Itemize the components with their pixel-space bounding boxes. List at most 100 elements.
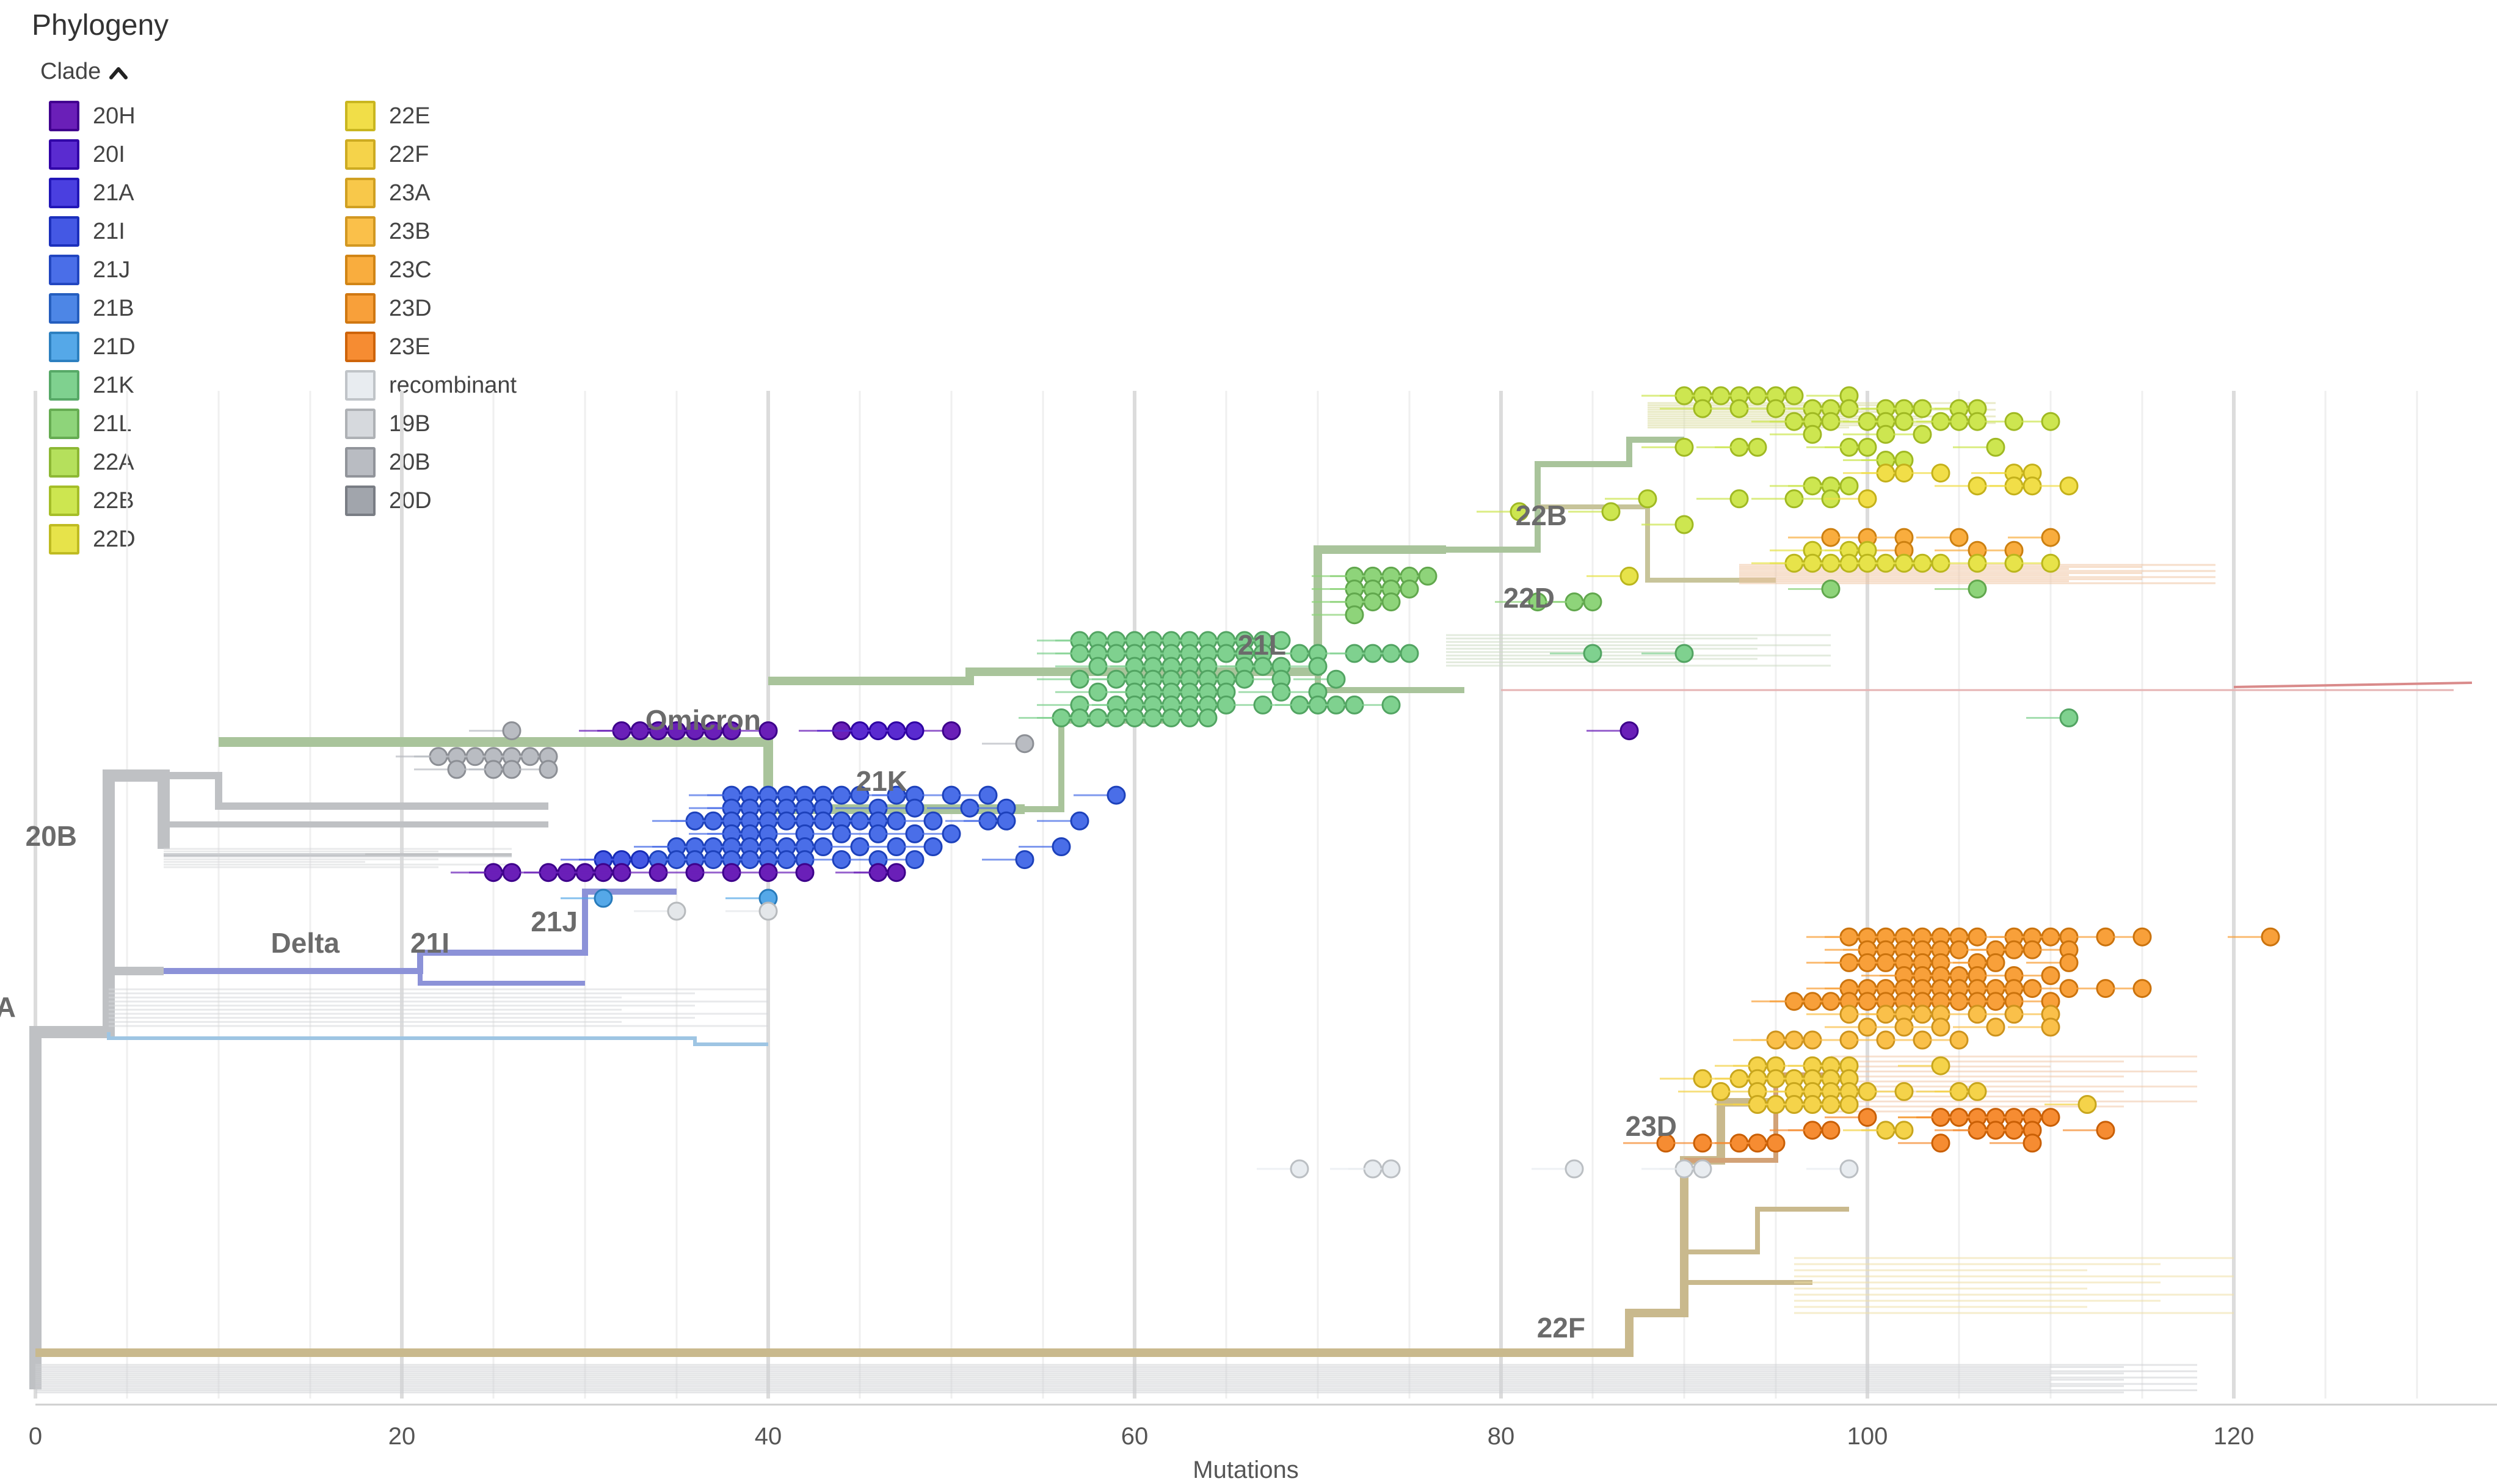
legend-swatch	[345, 216, 376, 247]
legend-label: 20H	[93, 103, 136, 129]
tip-23d	[2261, 927, 2280, 947]
legend-item-23b[interactable]: 23B	[345, 216, 431, 247]
legend-item-23d[interactable]: 23D	[345, 293, 432, 324]
legend-swatch	[49, 524, 79, 555]
legend-item-20b[interactable]: 20B	[345, 447, 431, 478]
tip-22b	[1674, 515, 1694, 534]
tip-21j	[942, 824, 961, 843]
omicron-branch	[219, 737, 1025, 814]
legend-item-20d[interactable]: 20D	[345, 486, 432, 516]
tips-20i	[817, 721, 925, 741]
tip-23e	[1931, 1133, 1950, 1153]
tip-22b	[1510, 502, 1529, 522]
legend-item-21a[interactable]: 21A	[49, 178, 134, 208]
tip-22b	[1674, 437, 1694, 457]
legend-item-22a[interactable]: 22A	[49, 447, 134, 478]
x-tick-label: 80	[1488, 1423, 1515, 1450]
legend-item-23e[interactable]: 23E	[345, 332, 431, 362]
legend-label: 23B	[389, 218, 431, 244]
branch-label-omicron: Omicron	[645, 704, 761, 736]
tip-23c	[1949, 528, 1969, 547]
legend-swatch	[49, 293, 79, 324]
tree-branch	[768, 545, 1446, 685]
legend-item-21k[interactable]: 21K	[49, 370, 134, 401]
branch-label-21k: 21K	[856, 765, 907, 797]
legend-toggle[interactable]: Clade	[40, 59, 129, 85]
tip-23e	[2023, 1133, 2042, 1153]
legend-item-21l[interactable]: 21L	[49, 409, 131, 439]
legend-item-20i[interactable]: 20I	[49, 139, 125, 170]
tip-22b	[1601, 502, 1621, 522]
tip-22f	[1894, 1082, 1914, 1101]
page-title: Phylogeny	[32, 9, 169, 42]
legend-item-22d[interactable]: 22D	[49, 524, 136, 555]
legend-item-21j[interactable]: 21J	[49, 255, 130, 285]
legend-label: 21B	[93, 295, 134, 321]
branch-label-delta: Delta	[271, 927, 340, 959]
tree-branch	[1684, 1207, 1849, 1254]
tip-21j	[997, 811, 1016, 831]
tip-23c	[2041, 528, 2060, 547]
tip-20h	[1619, 721, 1639, 741]
x-tick-label: 20	[388, 1423, 416, 1450]
tip-23e	[1821, 1121, 1841, 1140]
tip-20b	[502, 721, 522, 741]
legend-item-23a[interactable]: 23A	[345, 178, 431, 208]
tip-22b	[1986, 437, 2005, 457]
tips-19b	[634, 901, 778, 921]
tip-22f	[1894, 1121, 1914, 1140]
tip-21j	[905, 798, 925, 818]
tree-branch	[1446, 437, 1684, 553]
tip-recombinant	[1290, 1159, 1309, 1179]
branch-label-20b: 20B	[26, 820, 77, 852]
legend-item-22f[interactable]: 22F	[345, 139, 429, 170]
branch-label-22b: 22B	[1516, 500, 1567, 531]
legend-item-23c[interactable]: 23C	[345, 255, 432, 285]
legend-label: 19B	[389, 410, 431, 437]
tip-21k	[1381, 695, 1401, 715]
tip-20b	[539, 760, 558, 779]
tips-22f	[1660, 1056, 2097, 1140]
tip-21l	[1821, 580, 1841, 598]
legend-swatch	[49, 486, 79, 516]
tip-21k	[2059, 708, 2079, 727]
tip-22f	[1839, 1095, 1859, 1114]
tips-20h	[579, 721, 1639, 741]
legend-item-22e[interactable]: 22E	[345, 101, 431, 131]
branch-label-23d: 23D	[1626, 1110, 1677, 1142]
legend-swatch	[49, 255, 79, 285]
tip-21k	[1326, 669, 1346, 689]
tip-22b	[1638, 489, 1657, 509]
tip-19b	[667, 901, 686, 921]
legend-swatch	[345, 101, 376, 131]
tip-21k	[1271, 631, 1291, 650]
tip-23b	[2041, 1017, 2060, 1037]
legend-header-label: Clade	[40, 59, 101, 84]
legend-item-19b[interactable]: 19B	[345, 409, 431, 439]
tip-21j	[1107, 785, 1126, 805]
tip-20b	[1015, 734, 1034, 754]
tip-23b	[1986, 1017, 2005, 1037]
tip-21l	[1968, 580, 1987, 598]
x-tick-label: 40	[755, 1423, 782, 1450]
tip-21k	[1400, 644, 1419, 663]
tips-recombinant	[1257, 1159, 1859, 1179]
legend-swatch	[49, 216, 79, 247]
tip-21j	[923, 811, 943, 831]
tree-branch	[164, 772, 548, 810]
tip-21k	[1198, 708, 1218, 727]
tip-21j	[1015, 850, 1034, 870]
legend-item-recombinant[interactable]: recombinant	[345, 370, 517, 401]
legend-item-21b[interactable]: 21B	[49, 293, 134, 324]
tip-22f	[1968, 1082, 1987, 1101]
tips-21i	[561, 850, 650, 870]
legend-item-20h[interactable]: 20H	[49, 101, 136, 131]
legend-item-21d[interactable]: 21D	[49, 332, 136, 362]
legend-label: 23C	[389, 256, 432, 283]
tips-23b	[1733, 1005, 2060, 1050]
tip-21j	[905, 850, 925, 870]
legend-label: 22E	[389, 103, 431, 129]
legend-item-21i[interactable]: 21I	[49, 216, 125, 247]
tips-23e	[1623, 1108, 2115, 1153]
